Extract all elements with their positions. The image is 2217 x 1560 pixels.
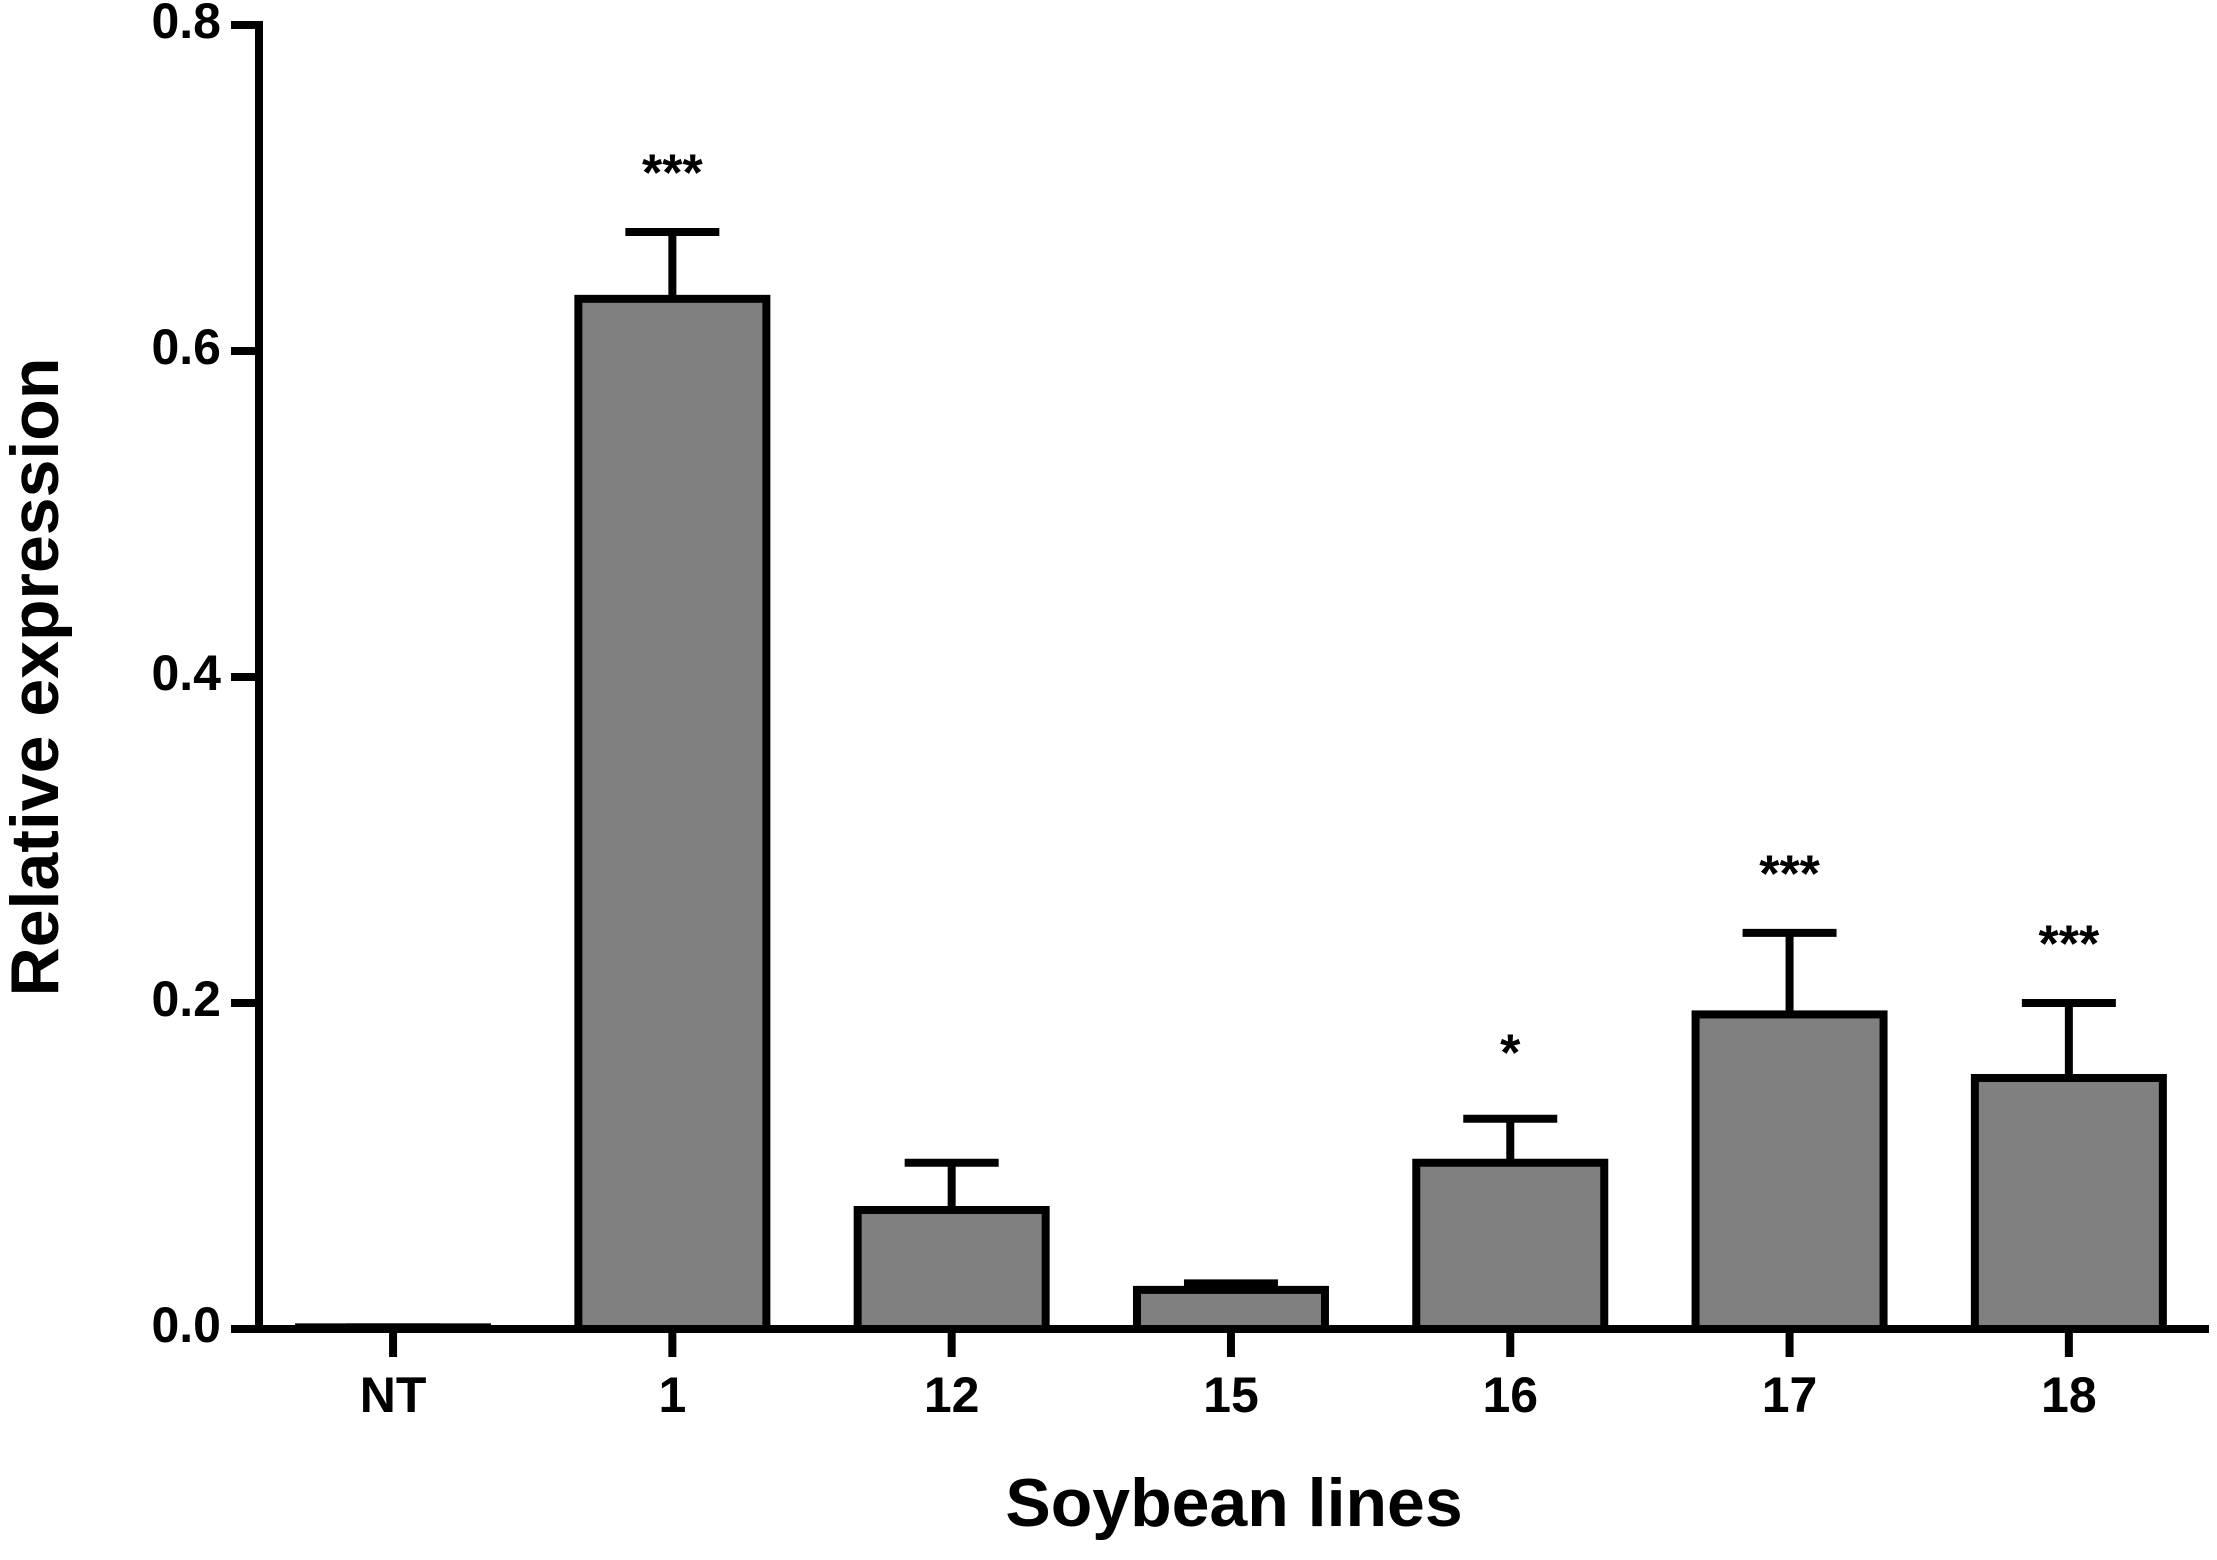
y-tick-label: 0.4 — [151, 645, 221, 701]
y-tick-label: 0.2 — [151, 971, 221, 1027]
bar — [1691, 1010, 1888, 1333]
significance-label: *** — [1759, 846, 1820, 904]
x-tick-label: 15 — [1203, 1367, 1259, 1423]
significance-label: * — [1500, 1024, 1521, 1082]
significance-label: *** — [2039, 916, 2100, 974]
y-tick-label: 0.0 — [151, 1297, 221, 1353]
significance-label: *** — [642, 145, 703, 203]
bar — [1132, 1285, 1329, 1334]
x-tick-label: 18 — [2041, 1367, 2097, 1423]
x-tick-label: 12 — [924, 1367, 980, 1423]
x-axis-title: Soybean lines — [1005, 1465, 1462, 1541]
y-tick-label: 0.6 — [151, 319, 221, 375]
x-tick-label: 17 — [1762, 1367, 1818, 1423]
x-tick-label: 1 — [658, 1367, 686, 1423]
bar — [574, 294, 771, 1334]
bar — [853, 1206, 1050, 1334]
bar — [1970, 1073, 2167, 1333]
bar — [1412, 1158, 1609, 1333]
bar — [295, 1323, 492, 1333]
x-tick-label: 16 — [1482, 1367, 1538, 1423]
x-tick-label: NT — [360, 1367, 427, 1423]
y-tick-label: 0.8 — [151, 0, 221, 49]
y-axis-title: Relative expression — [0, 358, 73, 997]
